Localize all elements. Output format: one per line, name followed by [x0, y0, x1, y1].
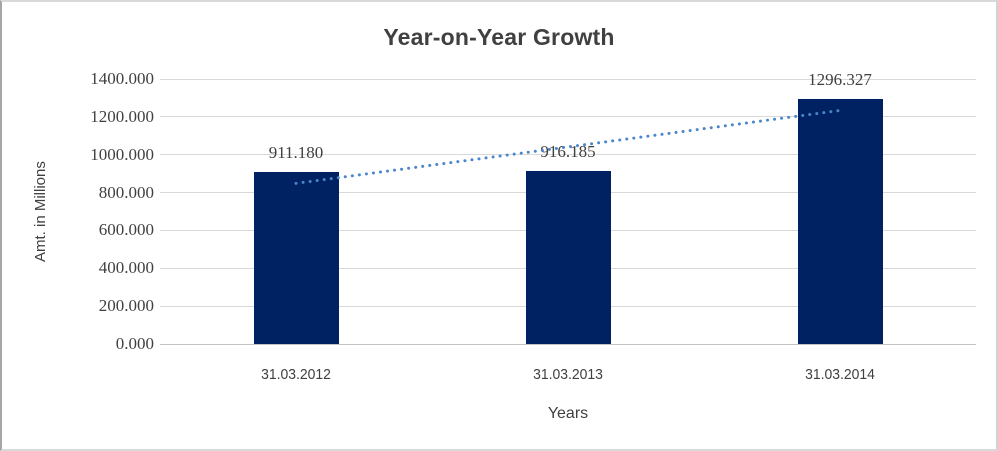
bar-data-label: 911.180: [268, 142, 324, 162]
y-tick-label: 0.000: [115, 334, 154, 353]
bar-data-label: 916.185: [540, 141, 596, 161]
y-tick-label: 600.000: [98, 220, 154, 240]
y-gridline: [160, 78, 976, 80]
x-tick-label: 31.03.2013: [533, 366, 603, 383]
x-tick-label: 31.03.2012: [261, 366, 331, 383]
y-gridline: [160, 343, 976, 345]
x-tick-label: 31.03.2014: [805, 366, 875, 383]
x-axis-title: Years: [547, 405, 589, 422]
y-tick-label: 1400.000: [90, 69, 154, 88]
chart-title: Year-on-Year Growth: [383, 24, 615, 50]
y-tick-label: 1000.000: [90, 144, 154, 164]
bar-data-label: 1296.327: [808, 69, 872, 89]
bar: [525, 170, 611, 344]
bar: [797, 98, 883, 344]
y-tick-label: 1200.000: [90, 106, 154, 126]
y-tick-label: 400.000: [98, 258, 154, 278]
y-tick-label: 200.000: [98, 296, 154, 316]
bar: [253, 171, 339, 344]
y-tick-label: 800.000: [98, 182, 154, 202]
